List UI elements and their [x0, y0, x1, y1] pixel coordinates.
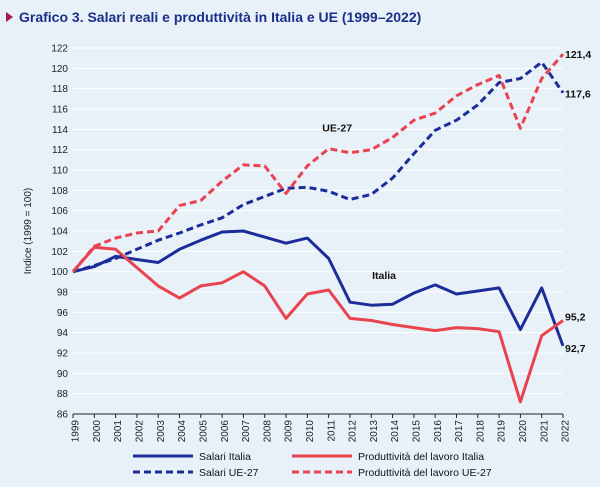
x-tick-label: 2006: [220, 420, 231, 443]
x-tick-label: 2014: [390, 420, 401, 443]
y-tick-label: 112: [52, 145, 68, 156]
end-value-label: 92,7: [565, 343, 586, 355]
end-value-label: 121,4: [565, 49, 591, 61]
legend-label: Produttività del lavoro UE-27: [358, 467, 492, 479]
x-tick-label: 2011: [326, 420, 337, 442]
y-tick-label: 114: [52, 125, 68, 136]
x-tick-label: 2013: [369, 420, 380, 443]
end-value-label: 117,6: [565, 89, 591, 101]
x-tick-label: 2010: [305, 420, 316, 443]
legend-label: Produttività del lavoro Italia: [358, 451, 484, 463]
x-tick-label: 2021: [539, 420, 550, 443]
x-tick-label: 2020: [518, 420, 529, 443]
end-value-label: 95,2: [565, 311, 586, 323]
y-axis-label: Indice (1999 = 100): [23, 188, 34, 274]
series-line: [72, 229, 565, 347]
y-tick-label: 120: [51, 64, 68, 75]
y-tick-label: 106: [51, 206, 68, 217]
y-tick-label: 90: [57, 369, 69, 380]
y-tick-label: 96: [57, 308, 69, 319]
x-tick-label: 2015: [412, 420, 423, 443]
annotation-label: Italia: [372, 270, 396, 282]
x-tick-label: 2008: [262, 420, 273, 443]
series-line: [72, 60, 565, 274]
x-tick-label: 2022: [561, 420, 572, 443]
y-tick-label: 102: [51, 247, 68, 258]
x-tick-label: 2002: [135, 420, 146, 443]
chart-title: Grafico 3. Salari reali e produttività i…: [19, 9, 422, 25]
series-line: [71, 53, 565, 273]
chart-title-row: Grafico 3. Salari reali e produttività i…: [6, 6, 421, 28]
x-tick-label: 2005: [198, 420, 209, 443]
legend-label: Salari Italia: [199, 451, 251, 463]
y-tick-label: 110: [52, 166, 68, 177]
series-line: [71, 245, 564, 404]
y-tick-label: 122: [51, 44, 68, 55]
title-triangle-icon: [6, 12, 13, 22]
x-tick-label: 2017: [454, 420, 465, 443]
y-tick-label: 108: [51, 186, 68, 197]
x-tick-label: 2004: [177, 420, 188, 443]
x-tick-label: 2016: [433, 420, 444, 443]
x-tick-label: 1999: [71, 420, 82, 443]
x-tick-label: 2019: [497, 420, 508, 443]
x-tick-label: 2012: [348, 420, 359, 443]
x-tick-label: 2000: [92, 420, 103, 443]
y-tick-label: 94: [57, 328, 69, 339]
y-tick-label: 104: [51, 227, 68, 238]
x-tick-label: 2001: [113, 420, 124, 443]
x-tick-label: 2018: [475, 420, 486, 443]
legend-label: Salari UE-27: [199, 467, 259, 479]
x-tick-label: 2007: [241, 420, 252, 443]
x-tick-label: 2009: [284, 420, 295, 443]
annotation-label: UE-27: [322, 122, 352, 134]
y-tick-label: 100: [51, 267, 68, 278]
x-tick-label: 2003: [156, 420, 167, 443]
y-tick-label: 86: [57, 410, 69, 421]
y-tick-label: 118: [52, 84, 68, 95]
y-tick-label: 98: [57, 288, 69, 299]
y-tick-label: 116: [52, 105, 68, 116]
y-tick-label: 92: [57, 349, 69, 360]
y-tick-label: 88: [57, 389, 69, 400]
